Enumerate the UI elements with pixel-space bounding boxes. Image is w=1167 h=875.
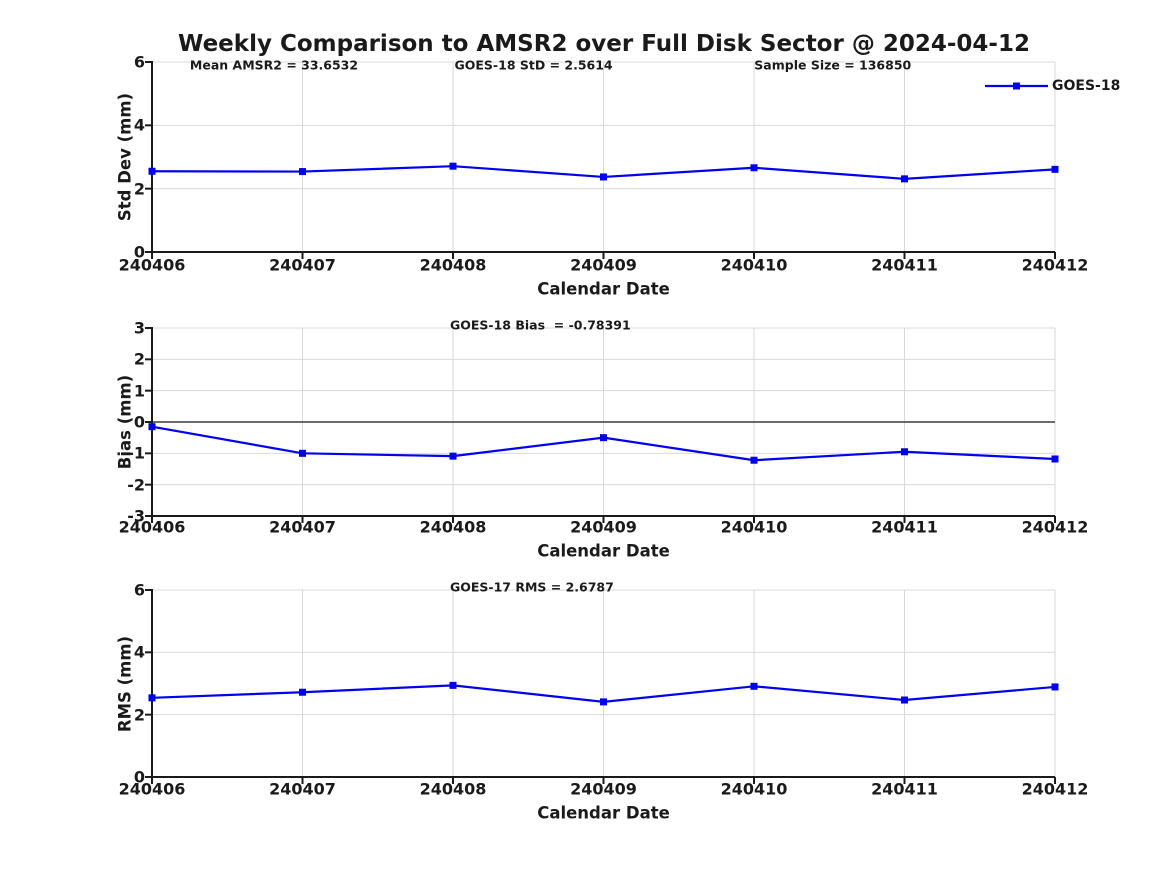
x-tick-label: 240406 bbox=[118, 255, 186, 275]
x-tick-label: 240407 bbox=[269, 255, 336, 275]
x-tick-label: 240411 bbox=[871, 255, 938, 275]
y-tick-label: -1 bbox=[127, 443, 145, 463]
plot-annotation: GOES-17 RMS = 2.6787 bbox=[449, 579, 614, 595]
rms-data-marker bbox=[449, 681, 457, 689]
rms-data-marker bbox=[299, 688, 306, 696]
x-axis-label: Calendar Date bbox=[537, 803, 670, 823]
x-tick-label: 240410 bbox=[720, 255, 788, 275]
bias-data-marker bbox=[449, 452, 457, 460]
stddev-data-marker bbox=[750, 164, 758, 172]
x-axis-label: Calendar Date bbox=[537, 279, 670, 299]
legend-marker bbox=[1013, 82, 1020, 90]
rms-data-marker bbox=[901, 696, 908, 704]
bias-data-marker bbox=[1051, 455, 1059, 463]
y-tick-label: -3 bbox=[127, 506, 145, 526]
rms-data-marker bbox=[750, 682, 758, 690]
x-tick-label: 240412 bbox=[1021, 517, 1089, 537]
x-tick-label: 240409 bbox=[570, 779, 637, 799]
x-tick-label: 240406 bbox=[118, 517, 186, 537]
bias-data-marker bbox=[901, 448, 908, 456]
x-tick-label: 240410 bbox=[720, 517, 788, 537]
plot-annotation: GOES-18 Bias = -0.78391 bbox=[449, 317, 631, 333]
y-axis-label: Std Dev (mm) bbox=[115, 92, 135, 222]
rms-data-marker bbox=[600, 698, 607, 706]
stddev-data-marker bbox=[1051, 165, 1059, 173]
stddev-data-marker bbox=[449, 162, 457, 170]
x-tick-label: 240406 bbox=[118, 779, 186, 799]
y-tick-label: 1 bbox=[133, 381, 145, 401]
y-tick-label: 2 bbox=[133, 349, 145, 369]
x-tick-label: 240409 bbox=[570, 255, 637, 275]
plot-annotation: Sample Size = 136850 bbox=[754, 57, 912, 73]
stddev-data-marker bbox=[148, 167, 156, 175]
y-tick-label: -2 bbox=[127, 475, 145, 495]
y-tick-label: 2 bbox=[133, 705, 145, 725]
y-tick-label: 4 bbox=[133, 115, 145, 135]
x-tick-label: 240407 bbox=[269, 517, 336, 537]
x-tick-label: 240408 bbox=[419, 517, 487, 537]
x-tick-label: 240412 bbox=[1021, 255, 1089, 275]
rms-data-marker bbox=[1051, 683, 1059, 691]
stddev-data-marker bbox=[600, 173, 607, 181]
y-tick-label: 0 bbox=[133, 412, 145, 432]
y-tick-label: 0 bbox=[133, 242, 145, 262]
x-tick-label: 240408 bbox=[419, 255, 487, 275]
y-tick-label: 6 bbox=[133, 52, 145, 72]
bias-data-marker bbox=[600, 434, 607, 442]
x-tick-label: 240411 bbox=[871, 517, 938, 537]
y-tick-label: 6 bbox=[133, 580, 145, 600]
stddev-data-marker bbox=[299, 168, 306, 176]
plot-annotation: GOES-18 StD = 2.5614 bbox=[454, 57, 613, 73]
y-tick-label: 2 bbox=[133, 179, 145, 199]
x-axis-label: Calendar Date bbox=[537, 541, 670, 561]
legend-label-goes18: GOES-18 bbox=[1052, 78, 1121, 94]
y-tick-label: 4 bbox=[133, 642, 145, 662]
y-axis-label: RMS (mm) bbox=[115, 635, 135, 732]
stddev-plot bbox=[145, 61, 1059, 259]
stddev-data-marker bbox=[901, 175, 908, 183]
x-tick-label: 240408 bbox=[419, 779, 487, 799]
bias-data-marker bbox=[750, 456, 758, 464]
y-tick-label: 0 bbox=[133, 767, 145, 787]
figure-title: Weekly Comparison to AMSR2 over Full Dis… bbox=[178, 31, 1030, 57]
x-tick-label: 240407 bbox=[269, 779, 336, 799]
bias-data-marker bbox=[148, 423, 156, 431]
y-axis-label: Bias (mm) bbox=[115, 374, 135, 470]
plot-annotation: Mean AMSR2 = 33.6532 bbox=[189, 57, 359, 73]
x-tick-label: 240411 bbox=[871, 779, 938, 799]
x-tick-label: 240412 bbox=[1021, 779, 1089, 799]
rms-plot bbox=[145, 589, 1059, 784]
bias-data-marker bbox=[299, 449, 306, 457]
bias-plot bbox=[145, 327, 1059, 523]
x-tick-label: 240409 bbox=[570, 517, 637, 537]
rms-data-marker bbox=[148, 694, 156, 702]
x-tick-label: 240410 bbox=[720, 779, 788, 799]
y-tick-label: 3 bbox=[133, 318, 145, 338]
